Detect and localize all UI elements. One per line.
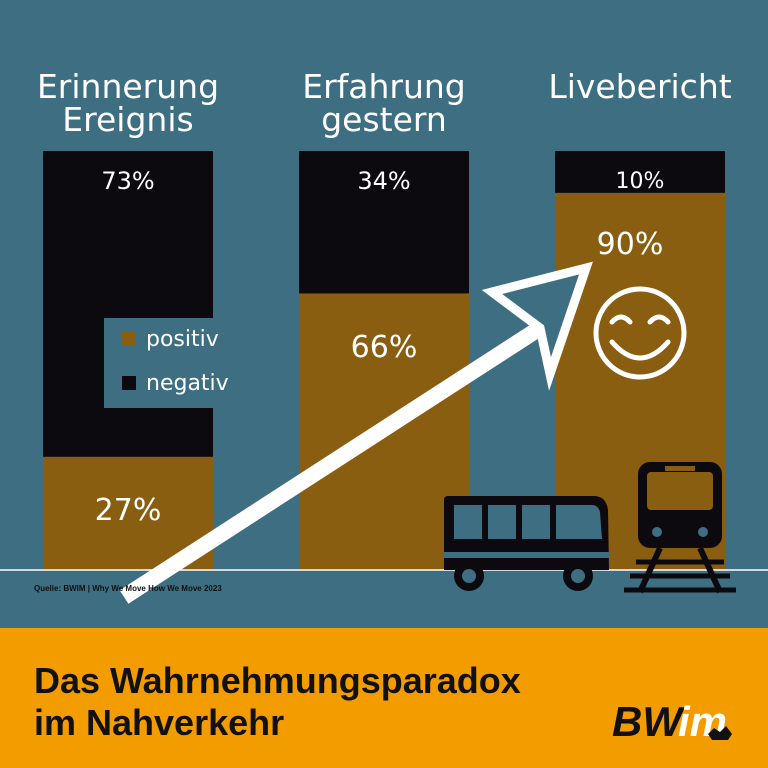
- value-labels: 73% 27% 34% 66% 10% 90%: [95, 167, 665, 528]
- legend-label: negativ: [146, 370, 229, 396]
- value-label-positiv: 66%: [351, 330, 418, 365]
- legend-label: positiv: [146, 326, 219, 352]
- svg-text:BW: BW: [612, 698, 685, 744]
- trend-arrow-icon: [119, 261, 593, 604]
- category-label: Erinnerung Ereignis: [36, 67, 220, 139]
- bus-icon: [444, 496, 609, 591]
- bar-negativ-0: [43, 151, 213, 457]
- legend-item-positiv: positiv: [122, 326, 219, 352]
- category-label: Livebericht: [548, 67, 732, 106]
- legend: positiv negativ: [104, 318, 244, 408]
- value-label-negativ: 10%: [616, 169, 665, 194]
- value-label-negativ: 34%: [357, 167, 410, 195]
- legend-swatch: [122, 376, 136, 390]
- smiley-icon: [593, 286, 687, 380]
- category-label: Erfahrung gestern: [302, 67, 466, 139]
- legend-swatch: [122, 332, 136, 346]
- source-note: Quelle: BWIM | Why We Move How We Move 2…: [34, 584, 222, 593]
- train-icon: [624, 462, 736, 594]
- legend-item-negativ: negativ: [122, 370, 229, 396]
- bar-negativ-2: [555, 151, 725, 193]
- bwim-logo: BW im: [612, 698, 732, 744]
- bars: [43, 151, 725, 570]
- footer-title: Das Wahrnehmungsparadox im Nahverkehr: [34, 660, 521, 743]
- stacked-bar-chart: 73% 27% 34% 66% 10% 90%: [0, 151, 768, 604]
- bar-negativ-1: [299, 151, 469, 294]
- value-label-positiv: 27%: [95, 493, 162, 528]
- value-label-positiv: 90%: [597, 227, 664, 262]
- value-label-negativ: 73%: [101, 167, 154, 195]
- footer-banner: Das Wahrnehmungsparadox im Nahverkehr BW…: [0, 628, 768, 768]
